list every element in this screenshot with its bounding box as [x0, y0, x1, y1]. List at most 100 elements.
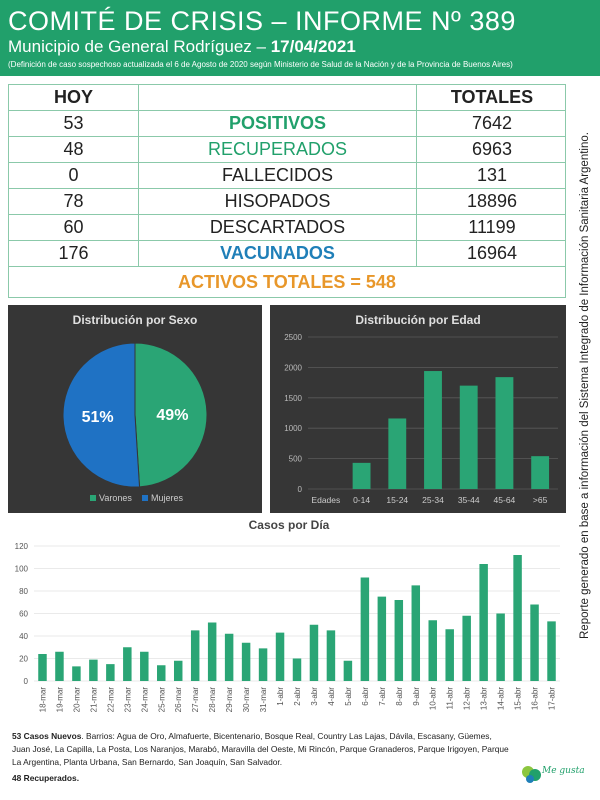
- x-tick-label: 25-34: [422, 495, 444, 505]
- municipal-logo: Me gusta: [520, 762, 585, 796]
- row-label: DESCARTADOS: [139, 215, 417, 240]
- x-tick-label: Edades: [311, 495, 340, 505]
- daily-bar: [292, 658, 302, 681]
- x-tick-label: 16-abr: [531, 687, 540, 710]
- daily-bar: [140, 651, 149, 681]
- x-tick-label: 29-mar: [225, 687, 234, 713]
- daily-bar: [343, 660, 353, 681]
- row-label: POSITIVOS: [139, 111, 417, 136]
- y-tick-label: 1000: [284, 424, 302, 433]
- x-tick-label: 31-mar: [259, 687, 268, 713]
- x-tick-label: 26-mar: [174, 687, 183, 713]
- daily-bar: [394, 600, 404, 681]
- age-bar: [531, 456, 550, 489]
- y-tick-label: 0: [24, 677, 29, 686]
- table-row: 60 DESCARTADOS 11199: [9, 215, 565, 241]
- total-value: 131: [476, 165, 508, 185]
- daily-bar: [190, 630, 200, 681]
- x-tick-label: 0-14: [353, 495, 370, 505]
- daily-bar: [360, 577, 370, 681]
- daily-bar: [309, 624, 319, 681]
- y-tick-label: 120: [15, 542, 29, 551]
- y-tick-label: 20: [19, 655, 28, 664]
- total-value: 18896: [466, 191, 518, 211]
- report-header: COMITÉ DE CRISIS – INFORME Nº 389 Munici…: [0, 0, 600, 76]
- x-tick-label: 8-abr: [395, 687, 404, 706]
- age-distribution-panel: Distribución por Edad 0 500 1000 1500 2000 25…: [270, 305, 566, 513]
- x-tick-label: 21-mar: [89, 687, 98, 713]
- logo-icon: [522, 766, 541, 783]
- row-label: HISOPADOS: [139, 189, 417, 214]
- x-tick-label: 2-abr: [293, 687, 302, 706]
- y-tick-label: 40: [19, 632, 28, 641]
- today-value: 60: [9, 215, 139, 240]
- x-tick-label: >65: [533, 495, 548, 505]
- x-tick-label: 14-abr: [497, 687, 506, 710]
- active-total: ACTIVOS TOTALES = 548: [178, 271, 396, 292]
- new-cases-label: 53 Casos Nuevos: [12, 731, 82, 741]
- age-bar: [352, 462, 371, 489]
- y-tick-label: 2000: [284, 363, 302, 372]
- col-today-header: HOY: [9, 85, 139, 110]
- legend-label: Varones: [99, 493, 132, 503]
- x-tick-label: 22-mar: [106, 687, 115, 713]
- today-value: 176: [9, 241, 139, 266]
- report-subtitle: Municipio de General Rodríguez – 17/04/2…: [8, 36, 592, 58]
- legend-label: Mujeres: [151, 493, 184, 503]
- x-tick-label: 3-abr: [310, 687, 319, 706]
- definition-note: (Definición de caso sospechoso actualiza…: [8, 60, 513, 69]
- x-tick-label: 6-abr: [361, 687, 370, 706]
- table-header-row: HOY TOTALES: [9, 85, 565, 111]
- report-title: COMITÉ DE CRISIS – INFORME Nº 389: [8, 6, 516, 36]
- stats-table: HOY TOTALES 53 POSITIVOS 7642 48 RECUPER…: [8, 84, 566, 298]
- age-bar-chart: 0 500 1000 1500 2000 2500 Edades 0-14 15-24 25-34…: [284, 333, 558, 505]
- x-tick-label: 10-abr: [429, 687, 438, 710]
- x-tick-label: 9-abr: [412, 687, 421, 706]
- x-tick-label: 7-abr: [378, 687, 387, 706]
- daily-bar: [326, 630, 336, 681]
- daily-bar: [38, 654, 47, 681]
- footer-text: 53 Casos Nuevos. Barrios: Agua de Oro, A…: [12, 730, 512, 785]
- table-row: 78 HISOPADOS 18896: [9, 189, 565, 215]
- daily-bar: [547, 621, 556, 681]
- daily-bar: [55, 651, 64, 681]
- x-tick-label: 25-mar: [157, 687, 166, 713]
- x-tick-label: 20-mar: [72, 687, 81, 713]
- total-value: 7642: [471, 113, 513, 133]
- new-cases-text: 53 Casos Nuevos. Barrios: Agua de Oro, A…: [12, 730, 512, 769]
- table-row: 53 POSITIVOS 7642: [9, 111, 565, 137]
- today-value: 53: [9, 111, 139, 136]
- x-tick-label: 45-64: [494, 495, 516, 505]
- pie-data-label: 51%: [82, 409, 114, 426]
- daily-bar: [258, 648, 268, 681]
- y-tick-label: 1500: [284, 394, 302, 403]
- report-date: 17/04/2021: [270, 37, 356, 56]
- col-label-header: [139, 85, 417, 110]
- y-tick-label: 0: [298, 485, 303, 494]
- pie-data-label: 49%: [156, 407, 188, 424]
- daily-bar: [462, 615, 471, 681]
- y-tick-label: 100: [15, 565, 29, 574]
- barrios-list: . Barrios: Agua de Oro, Almafuerte, Bice…: [12, 731, 509, 767]
- daily-bar: [411, 585, 421, 681]
- x-tick-label: 5-abr: [344, 687, 353, 706]
- sex-pie-chart: 49% 51% Varones Mujeres: [62, 342, 208, 503]
- daily-bar: [445, 629, 454, 681]
- legend-swatch: [142, 495, 148, 501]
- today-value: 78: [9, 189, 139, 214]
- daily-bar: [224, 633, 234, 681]
- today-value: 48: [9, 137, 139, 162]
- daily-bar: [106, 664, 115, 681]
- daily-bar: [377, 596, 387, 681]
- daily-bar: [479, 564, 488, 681]
- recovered-text: 48 Recuperados.: [12, 773, 80, 783]
- daily-bar: [513, 555, 522, 681]
- x-tick-label: 35-44: [458, 495, 480, 505]
- daily-bar: [530, 604, 539, 681]
- daily-bar: [275, 632, 285, 681]
- daily-bar: [241, 642, 251, 681]
- sex-distribution-panel: Distribución por Sexo 49% 51% Varones Mujer…: [8, 305, 262, 513]
- total-value: 16964: [466, 243, 518, 263]
- x-tick-label: 1-abr: [276, 687, 285, 706]
- y-tick-label: 500: [289, 455, 303, 464]
